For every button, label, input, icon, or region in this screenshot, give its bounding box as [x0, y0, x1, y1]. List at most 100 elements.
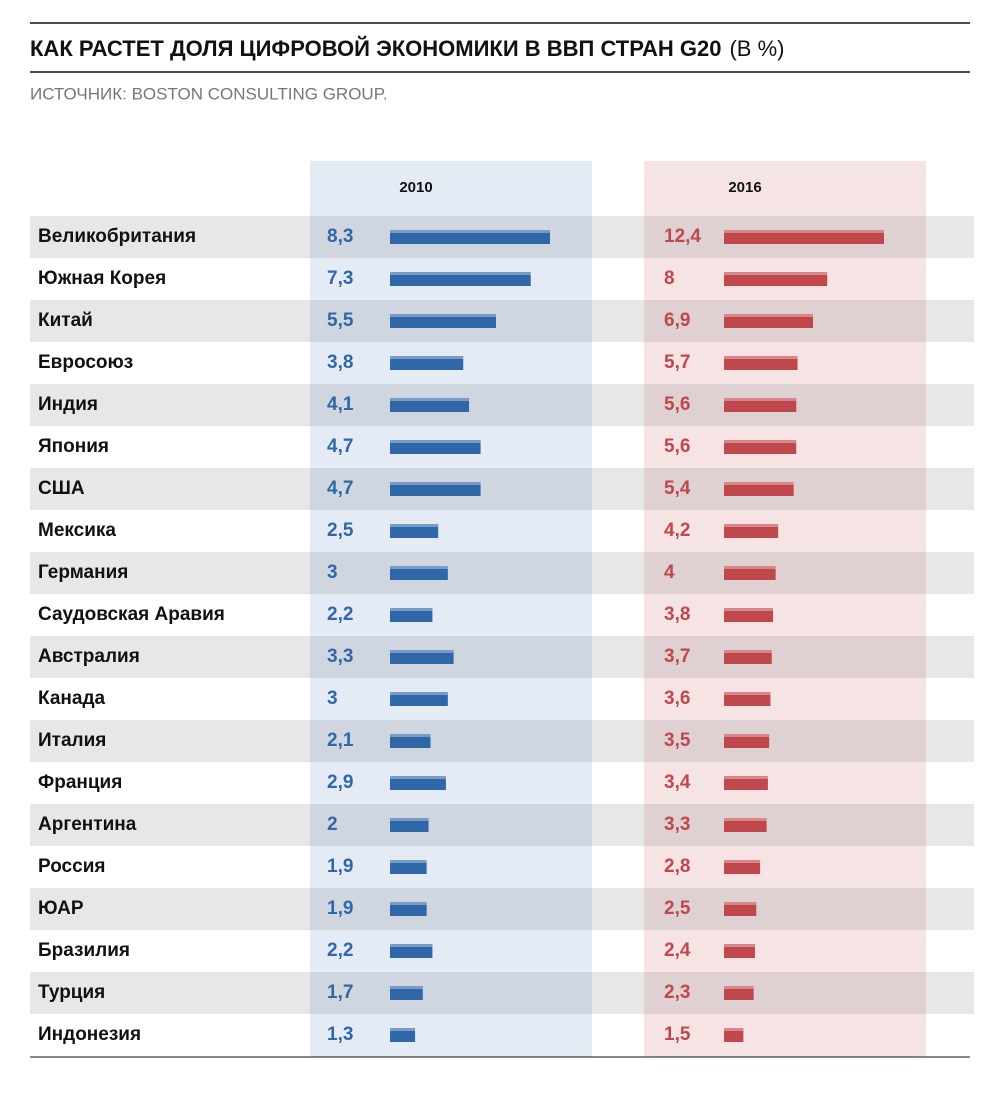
bar	[390, 608, 433, 622]
category-label: Великобритания	[38, 226, 196, 247]
bar-highlight	[724, 1028, 744, 1031]
value-label: 2,1	[327, 730, 354, 751]
category-label: Бразилия	[38, 940, 130, 961]
bar-highlight	[390, 734, 431, 737]
bar	[390, 818, 429, 832]
row-stripe	[30, 972, 974, 1014]
value-label: 4,1	[327, 394, 354, 415]
bar	[390, 944, 433, 958]
value-label: 8,3	[327, 226, 353, 247]
bar-highlight	[390, 860, 427, 863]
value-label: 3,3	[327, 646, 353, 667]
value-label: 4,7	[327, 436, 353, 457]
bar	[390, 482, 481, 496]
value-label: 2,3	[664, 982, 690, 1003]
bar	[390, 566, 448, 580]
value-label: 5,7	[664, 352, 690, 373]
value-label: 2,2	[327, 604, 353, 625]
category-label: США	[38, 478, 85, 499]
row-stripe	[30, 468, 974, 510]
bar	[724, 986, 754, 1000]
value-label: 1,9	[327, 856, 353, 877]
unit-label: (В %)	[729, 36, 784, 61]
series-header: 2010	[399, 179, 432, 196]
row-stripe	[30, 888, 974, 930]
bar-highlight	[724, 398, 797, 401]
bar	[390, 440, 481, 454]
value-label: 12,4	[664, 226, 701, 247]
bar	[390, 230, 550, 244]
bar-highlight	[390, 902, 427, 905]
bar-highlight	[390, 482, 481, 485]
row-stripe	[30, 636, 974, 678]
bar-highlight	[390, 524, 439, 527]
category-label: Франция	[38, 772, 122, 793]
value-label: 2,9	[327, 772, 353, 793]
category-label: Мексика	[38, 520, 116, 541]
bar-highlight	[724, 272, 828, 275]
value-label: 5,4	[664, 478, 691, 499]
bar	[724, 650, 772, 664]
value-label: 6,9	[664, 310, 690, 331]
bar-highlight	[390, 356, 464, 359]
bar	[724, 776, 768, 790]
value-label: 7,3	[327, 268, 353, 289]
row-stripe	[30, 300, 974, 342]
value-label: 4,7	[327, 478, 353, 499]
value-label: 5,6	[664, 436, 690, 457]
value-label: 2,5	[664, 898, 691, 919]
bar	[390, 986, 423, 1000]
value-label: 1,5	[664, 1024, 691, 1045]
row-stripe	[30, 804, 974, 846]
value-label: 2,8	[664, 856, 690, 877]
bar-highlight	[390, 440, 481, 443]
bar-highlight	[390, 944, 433, 947]
bar	[390, 524, 439, 538]
category-label: ЮАР	[38, 898, 84, 919]
bar	[724, 356, 798, 370]
bar	[390, 272, 531, 286]
bar-highlight	[724, 524, 779, 527]
bar-highlight	[390, 566, 448, 569]
value-label: 2,5	[327, 520, 354, 541]
bar-highlight	[724, 692, 771, 695]
value-label: 1,7	[327, 982, 353, 1003]
value-label: 2	[327, 814, 338, 835]
bar	[724, 272, 828, 286]
bar	[724, 944, 755, 958]
bar	[390, 398, 470, 412]
value-label: 5,5	[327, 310, 354, 331]
value-label: 3,8	[327, 352, 353, 373]
bar	[724, 566, 776, 580]
row-stripe	[30, 552, 974, 594]
category-label: Турция	[38, 982, 105, 1003]
bar-highlight	[390, 776, 446, 779]
category-label: Аргентина	[38, 814, 137, 835]
bar	[724, 482, 794, 496]
bar-highlight	[390, 986, 423, 989]
category-label: Южная Корея	[38, 268, 166, 289]
bar-highlight	[390, 272, 531, 275]
value-label: 5,6	[664, 394, 690, 415]
bar-highlight	[390, 818, 429, 821]
bar-highlight	[724, 860, 761, 863]
value-label: 3,3	[664, 814, 690, 835]
value-label: 4,2	[664, 520, 690, 541]
value-label: 8	[664, 268, 675, 289]
bar	[390, 860, 427, 874]
bar-highlight	[724, 818, 767, 821]
bar	[724, 440, 797, 454]
bar	[724, 314, 814, 328]
category-label: Италия	[38, 730, 106, 751]
bar	[724, 818, 767, 832]
bar	[724, 230, 884, 244]
bar	[724, 1028, 744, 1042]
value-label: 1,9	[327, 898, 353, 919]
bar-highlight	[390, 692, 448, 695]
bar-highlight	[724, 356, 798, 359]
bar-highlight	[724, 776, 768, 779]
panel-2016	[644, 161, 926, 1057]
bar-highlight	[390, 230, 550, 233]
value-label: 3,4	[664, 772, 691, 793]
category-label: Россия	[38, 856, 105, 877]
